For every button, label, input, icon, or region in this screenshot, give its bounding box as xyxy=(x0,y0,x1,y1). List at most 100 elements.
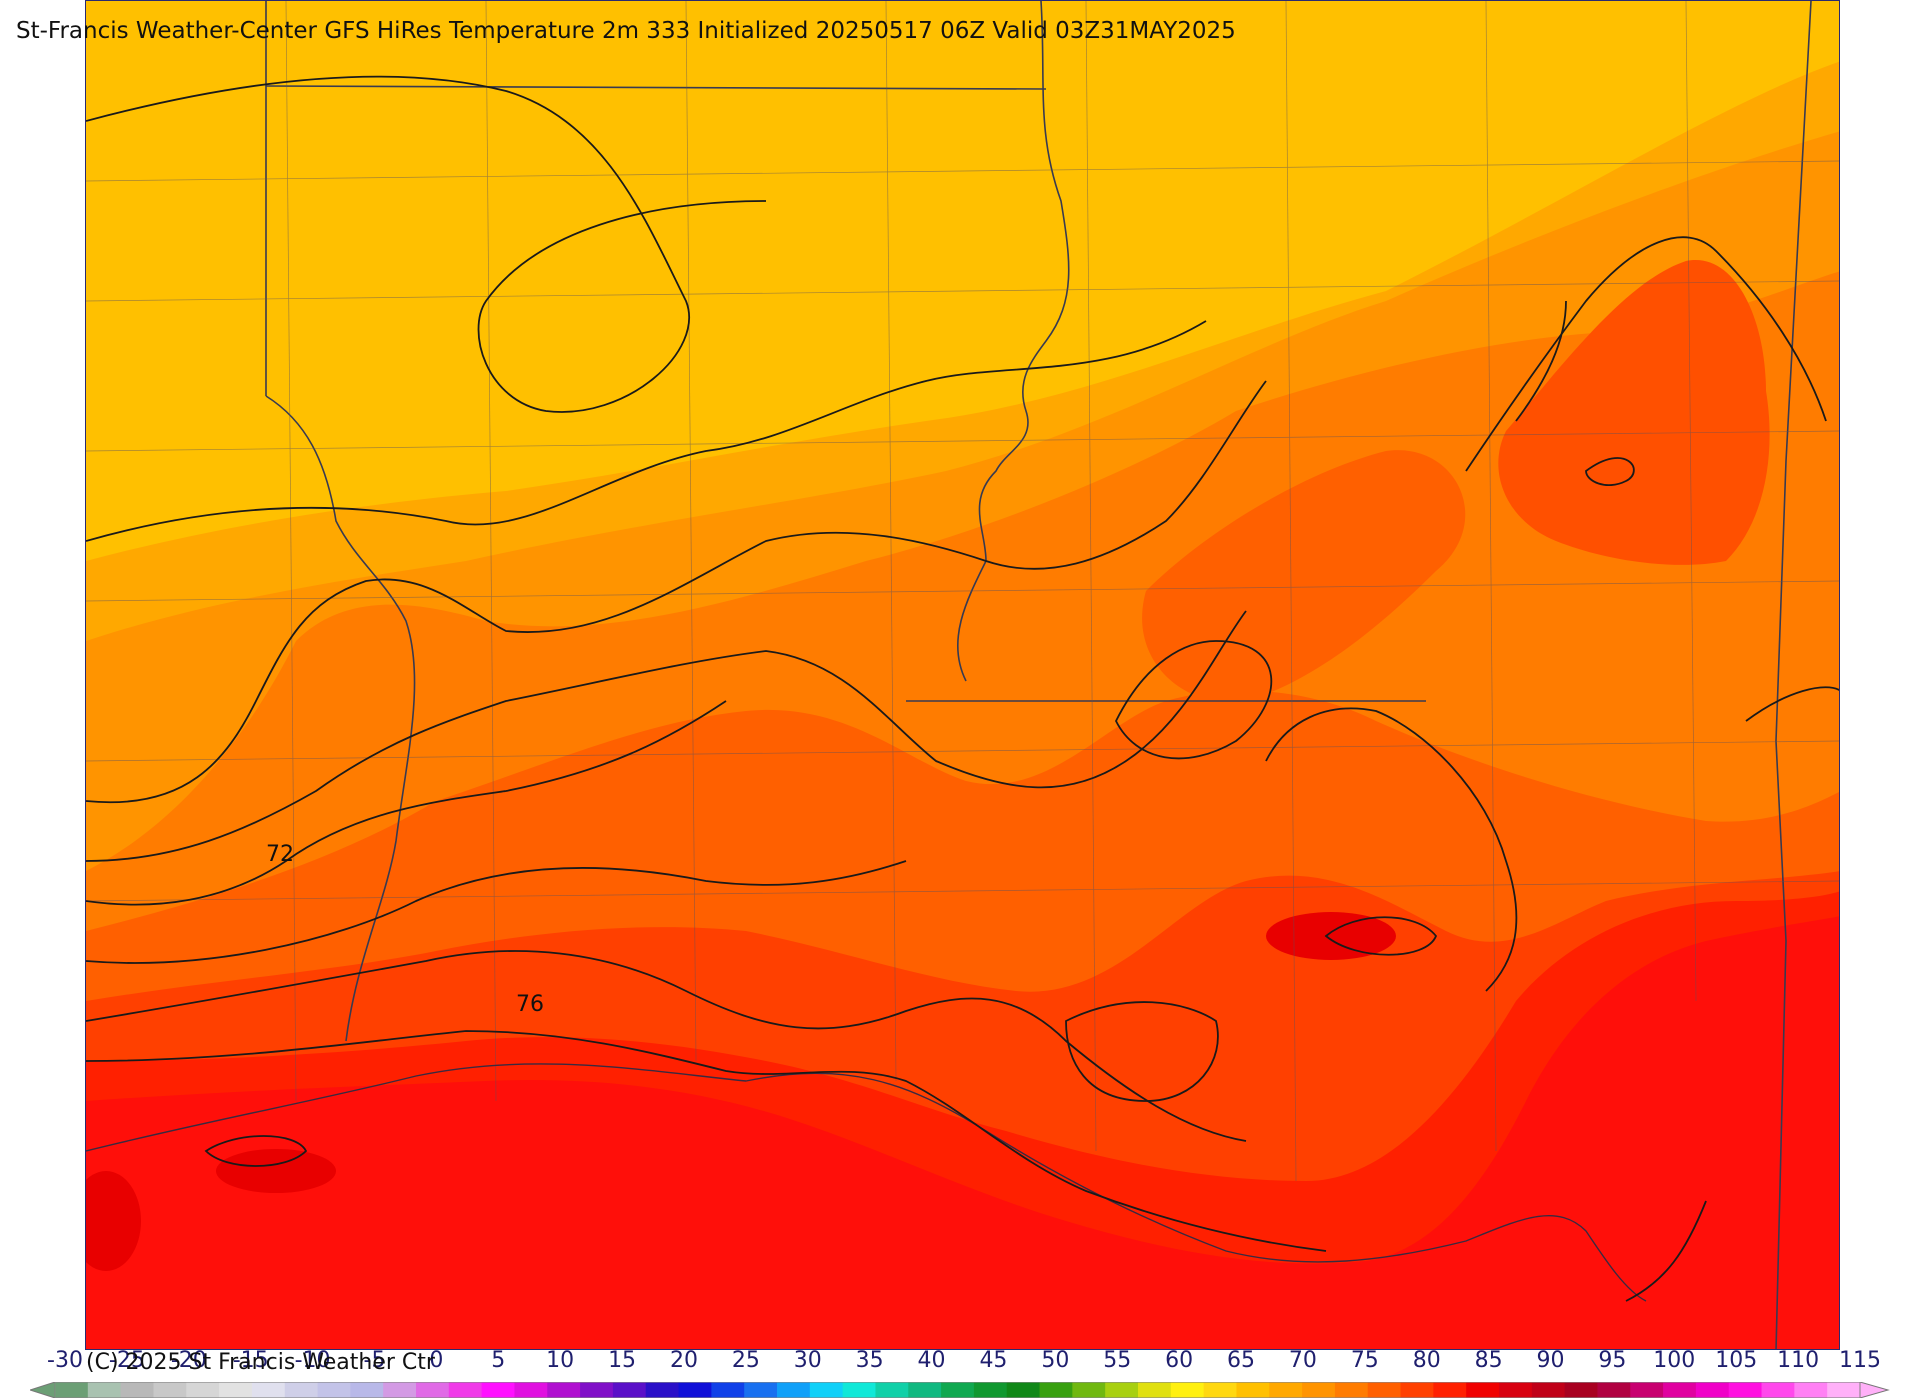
county-lines xyxy=(86,1,1839,1182)
contour-line xyxy=(1625,1200,1707,1302)
contour-line xyxy=(86,1030,1327,1252)
contour-line xyxy=(86,320,1207,542)
colorbar-border xyxy=(54,1382,1861,1398)
colorbar-swatch xyxy=(1433,1382,1467,1398)
colorbar-tick-label: 115 xyxy=(1839,1348,1881,1373)
colorbar-tick-label: 110 xyxy=(1777,1348,1820,1373)
colorbar-tick-label: 45 xyxy=(979,1348,1008,1373)
colorbar-tick-label: 15 xyxy=(608,1348,637,1373)
contour-line xyxy=(1745,686,1839,722)
colorbar-tick-label: 5 xyxy=(491,1348,506,1373)
colorbar-swatch xyxy=(1302,1382,1336,1398)
colorbar-tick-label: 0 xyxy=(429,1348,444,1373)
colorbar-swatch xyxy=(1236,1382,1270,1398)
colorbar-swatch xyxy=(711,1382,745,1398)
colorbar-tick-label: 20 xyxy=(669,1348,698,1373)
colorbar-swatch xyxy=(1827,1382,1861,1398)
map-title: St-Francis Weather-Center GFS HiRes Temp… xyxy=(16,18,1236,44)
contour-line xyxy=(86,75,767,413)
colorbar-tick-label: 55 xyxy=(1103,1348,1132,1373)
map-canvas: 72 76 xyxy=(86,1,1839,1349)
temp-warm-pocket-sw xyxy=(86,1171,141,1271)
colorbar-swatch xyxy=(1630,1382,1664,1398)
colorbar-swatch xyxy=(317,1382,351,1398)
contour-line xyxy=(204,1135,308,1167)
colorbar-swatch xyxy=(416,1382,450,1398)
contour-line xyxy=(1324,916,1438,956)
colorbar-swatch xyxy=(1728,1382,1763,1398)
colorbar-swatch xyxy=(153,1382,187,1398)
colorbar-swatch xyxy=(186,1382,220,1398)
colorbar-swatch xyxy=(875,1382,909,1398)
contour-line xyxy=(1465,236,1827,472)
colorbar-swatch xyxy=(1072,1382,1106,1398)
colorbar-tick-label: 100 xyxy=(1653,1348,1696,1373)
colorbar-swatch xyxy=(514,1382,548,1398)
contour-line xyxy=(1265,707,1518,992)
colorbar-tick-label: 80 xyxy=(1412,1348,1441,1373)
contour-line xyxy=(1114,640,1273,760)
isotherm-contours xyxy=(86,75,1839,1302)
colorbar-swatch xyxy=(1367,1382,1402,1398)
colorbar-swatch xyxy=(842,1382,876,1398)
colorbar-tick-label: 60 xyxy=(1165,1348,1194,1373)
colorbar-swatch xyxy=(1499,1382,1533,1398)
colorbar-swatch xyxy=(1695,1382,1730,1398)
contour-label: 72 xyxy=(266,842,294,867)
temp-band-78 xyxy=(86,916,1839,1349)
colorbar-swatch xyxy=(120,1382,154,1398)
colorbar-tick-label: -5 xyxy=(363,1348,386,1373)
colorbar-swatch xyxy=(1531,1382,1566,1398)
temp-hotspot-east xyxy=(1142,450,1466,703)
colorbar-swatch xyxy=(251,1382,286,1398)
colorbar-tick-label: 75 xyxy=(1350,1348,1379,1373)
colorbar-swatch xyxy=(1794,1382,1828,1398)
colorbar-arrow-max xyxy=(1859,1382,1890,1398)
colorbar-tick-label: 95 xyxy=(1598,1348,1627,1373)
colorbar-swatch xyxy=(612,1382,647,1398)
colorbar-swatch xyxy=(1466,1382,1500,1398)
contour-line xyxy=(86,950,1247,1142)
contour-line xyxy=(1585,457,1635,486)
contour-line xyxy=(86,860,907,964)
colorbar-swatch xyxy=(547,1382,581,1398)
colorbar-tick-label: -15 xyxy=(232,1348,269,1373)
colorbar-swatch xyxy=(580,1382,614,1398)
colorbar-swatch xyxy=(55,1382,89,1398)
contour-line xyxy=(1515,300,1567,422)
colorbar-tick-label: 40 xyxy=(917,1348,946,1373)
colorbar-tick-label: -10 xyxy=(294,1348,331,1373)
colorbar-swatch xyxy=(481,1382,515,1398)
colorbar-tick-label: 10 xyxy=(546,1348,575,1373)
colorbar-swatch xyxy=(973,1382,1008,1398)
river-red xyxy=(265,395,416,1042)
contour-label: 76 xyxy=(516,992,544,1017)
colorbar-swatch xyxy=(1400,1382,1434,1398)
colorbar-swatch xyxy=(284,1382,319,1398)
colorbar-swatch xyxy=(1138,1382,1172,1398)
temperature-map: 72 76 xyxy=(85,0,1840,1350)
colorbar-tick-label: 85 xyxy=(1474,1348,1503,1373)
colorbar-swatch xyxy=(1203,1382,1237,1398)
contour-line xyxy=(86,610,1247,862)
colorbar-swatch xyxy=(1564,1382,1598,1398)
colorbar-tick-label: 50 xyxy=(1041,1348,1070,1373)
colorbar-swatch xyxy=(809,1382,844,1398)
colorbar-swatch xyxy=(908,1382,942,1398)
colorbar-swatch xyxy=(1597,1382,1631,1398)
colorbar-tick-label: 90 xyxy=(1536,1348,1565,1373)
colorbar-swatch xyxy=(777,1382,811,1398)
colorbar-swatch xyxy=(678,1382,712,1398)
colorbar-swatch xyxy=(87,1382,122,1398)
temp-hotspot-northeast xyxy=(1498,260,1770,565)
colorbar-swatch xyxy=(941,1382,975,1398)
colorbar-tick-label: 35 xyxy=(855,1348,884,1373)
colorbar-swatch xyxy=(1334,1382,1369,1398)
colorbar-tick-label: 105 xyxy=(1715,1348,1758,1373)
colorbar-swatch xyxy=(383,1382,417,1398)
colorbar-swatch xyxy=(1105,1382,1139,1398)
colorbar-tick-label: 65 xyxy=(1227,1348,1256,1373)
state-border-north xyxy=(265,85,1047,90)
colorbar-tick-label: 25 xyxy=(731,1348,760,1373)
colorbar-swatch xyxy=(1170,1382,1205,1398)
